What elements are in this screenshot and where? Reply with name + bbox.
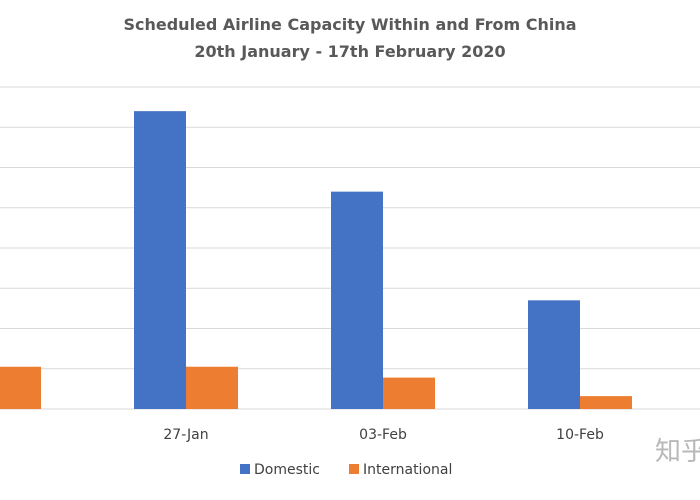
bar-domestic-10-feb: [528, 300, 580, 409]
bar-international-10-feb: [580, 396, 632, 409]
chart-title: Scheduled Airline Capacity Within and Fr…: [123, 15, 576, 34]
bar-domestic-03-feb: [331, 191, 383, 409]
legend-label-domestic: Domestic: [254, 462, 320, 478]
bar-international-03-feb: [383, 377, 435, 409]
legend-label-international: International: [363, 462, 452, 478]
legend-swatch-international: [349, 464, 359, 474]
legend: Domestic International: [240, 462, 452, 478]
bar-international-27-jan: [186, 366, 238, 409]
legend-swatch-domestic: [240, 464, 250, 474]
x-tick-label: 03-Feb: [359, 427, 407, 443]
watermark-text: 知乎: [655, 437, 700, 467]
x-tick-label: 27-Jan: [163, 427, 208, 443]
chart-subtitle: 20th January - 17th February 2020: [194, 42, 505, 61]
bars: [0, 111, 632, 410]
bar-domestic-27-jan: [134, 111, 186, 410]
x-tick-label: 10-Feb: [556, 427, 604, 443]
bar-international-20-jan: [0, 366, 41, 409]
